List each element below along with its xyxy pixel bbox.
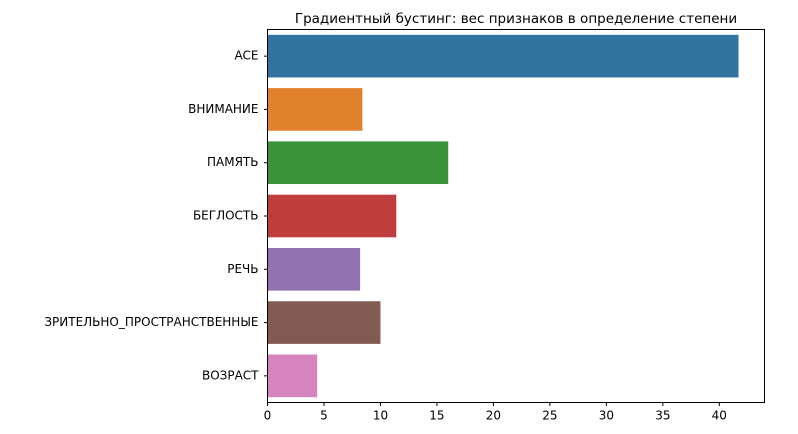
x-tick-label: 0 — [264, 409, 272, 423]
category-label: БЕГЛОСТЬ — [193, 209, 259, 223]
category-labels: ACE ВНИМАНИЕ ПАМЯТЬ БЕГЛОСТЬ РЕЧЬ ЗРИТЕЛЬНО_П… — [44, 49, 268, 382]
x-tick-label: 15 — [429, 409, 444, 423]
x-tick-label: 40 — [712, 409, 727, 423]
category-label: ЗРИТЕЛЬНО_ПРОСТРАНСТВЕННЫЕ — [44, 315, 258, 329]
chart-title: Градиентный бустинг: вес признаков в опр… — [295, 11, 737, 27]
category-label: ACE — [235, 49, 259, 63]
category-label: ВНИМАНИЕ — [188, 102, 258, 116]
x-tick-label: 35 — [655, 409, 670, 423]
bar-3 — [267, 194, 397, 238]
x-axis: 0 5 10 15 20 25 30 35 40 — [264, 402, 727, 423]
x-tick-label: 25 — [542, 409, 557, 423]
category-label: ВОЗРАСТ — [202, 368, 259, 382]
bar-2 — [267, 141, 449, 185]
plot-frame — [267, 29, 765, 403]
x-tick-label: 5 — [320, 409, 328, 423]
bar-6 — [267, 354, 318, 398]
x-tick-label: 10 — [373, 409, 388, 423]
bar-5 — [267, 301, 381, 344]
x-tick-label: 20 — [486, 409, 501, 423]
bars-group — [267, 34, 739, 398]
x-tick-label: 30 — [599, 409, 614, 423]
bar-0 — [267, 34, 739, 78]
bar-4 — [267, 247, 361, 291]
bar-1 — [267, 88, 363, 131]
category-label: РЕЧЬ — [227, 262, 258, 276]
category-label: ПАМЯТЬ — [207, 155, 259, 169]
